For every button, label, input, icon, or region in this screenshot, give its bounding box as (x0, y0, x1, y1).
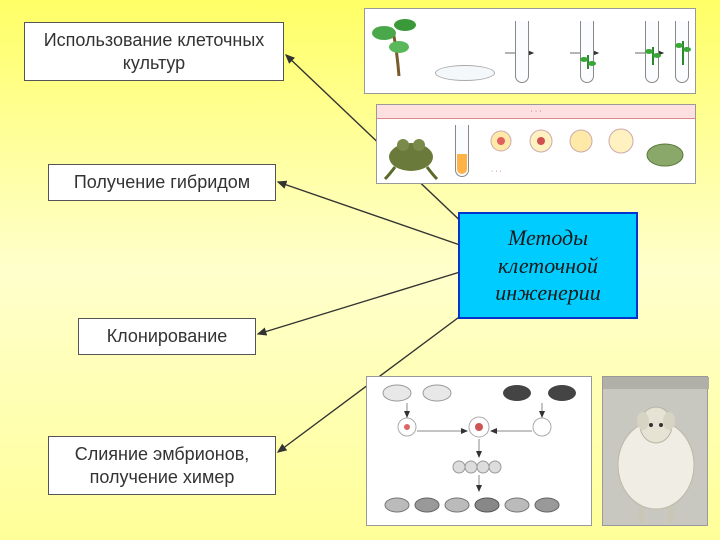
method-chimera: Слияние эмбрионов, получение химер (48, 436, 276, 495)
test-tube-icon (675, 21, 689, 83)
test-tube-icon (455, 125, 469, 177)
central-box: Методы клеточной инженерии (458, 212, 638, 319)
test-tube-icon (515, 21, 529, 83)
caption-strip: · · · (377, 105, 695, 119)
method-cloning: Клонирование (78, 318, 256, 355)
cloning-diagram-icon (367, 377, 593, 527)
illus-frog-hybridoma: · · · · · · (376, 104, 696, 184)
illus-sheep-photo (602, 376, 708, 526)
method-label: Использование клеточных культур (44, 30, 265, 73)
svg-text:· · ·: · · · (491, 168, 502, 175)
method-cultures: Использование клеточных культур (24, 22, 284, 81)
arrow-line (258, 272, 460, 334)
method-hybridoma: Получение гибридом (48, 164, 276, 201)
illus-mouse-cloning (366, 376, 592, 526)
method-label: Получение гибридом (74, 172, 250, 192)
arrow-line (278, 182, 460, 245)
illus-plant-tissue-culture (364, 8, 696, 94)
test-tube-icon (645, 21, 659, 83)
central-label: Методы клеточной инженерии (495, 225, 601, 305)
sheep-icon (603, 377, 709, 527)
test-tube-icon (580, 21, 594, 83)
cells-icon: · · · (481, 123, 691, 183)
method-label: Клонирование (107, 326, 228, 346)
frog-icon (383, 125, 443, 181)
method-label: Слияние эмбрионов, получение химер (75, 444, 250, 487)
